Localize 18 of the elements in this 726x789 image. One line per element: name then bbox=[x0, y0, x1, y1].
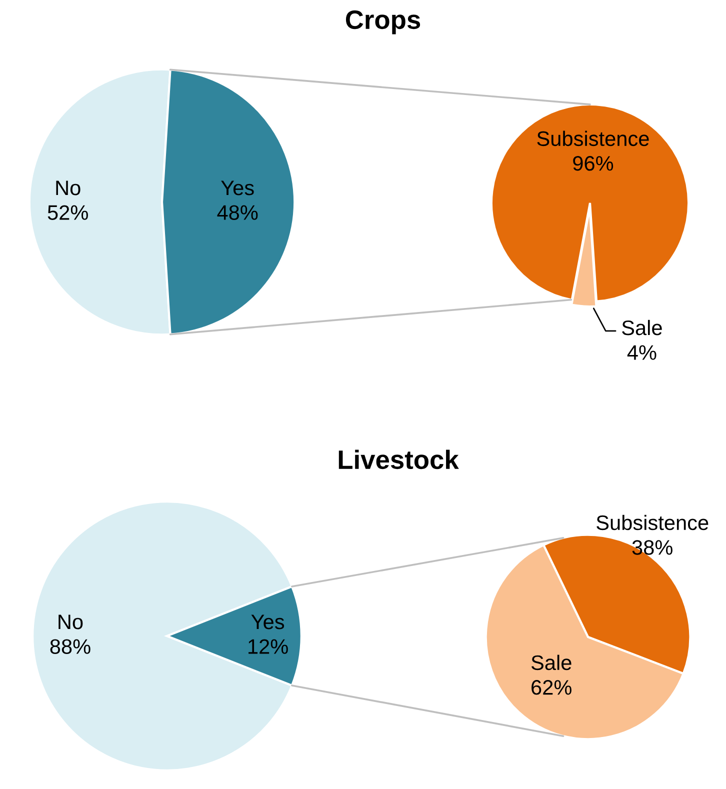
slice-label: Yes bbox=[221, 180, 254, 196]
data-label: 52% bbox=[48, 205, 88, 220]
slice-label: No bbox=[56, 180, 80, 196]
slice-label: Sale bbox=[531, 654, 572, 670]
data-label: 48% bbox=[217, 205, 258, 220]
slice-label: Yes bbox=[251, 614, 284, 630]
text: Livestock bbox=[338, 450, 459, 470]
data-label: 96% bbox=[573, 156, 614, 171]
slice-label: Sale bbox=[622, 320, 662, 336]
data-label: 38% bbox=[632, 540, 672, 555]
data-label: 62% bbox=[532, 680, 572, 695]
slice-label: Subsistence bbox=[537, 130, 649, 146]
data-label: 88% bbox=[50, 639, 90, 654]
data-label: 12% bbox=[248, 639, 288, 654]
slice-label: Subsistence bbox=[596, 514, 708, 530]
data-label: 4% bbox=[627, 345, 656, 360]
text: Crops bbox=[346, 10, 420, 34]
slice-label: No bbox=[58, 614, 83, 630]
